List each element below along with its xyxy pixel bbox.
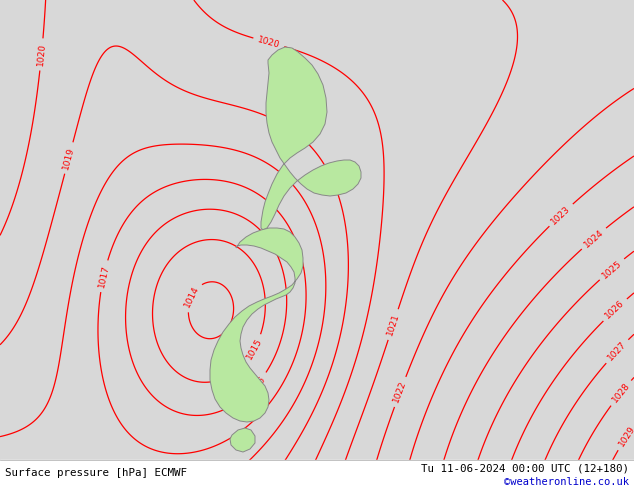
Text: ©weatheronline.co.uk: ©weatheronline.co.uk bbox=[504, 477, 629, 487]
Text: 1022: 1022 bbox=[392, 380, 408, 404]
Text: Tu 11-06-2024 00:00 UTC (12+180): Tu 11-06-2024 00:00 UTC (12+180) bbox=[421, 463, 629, 473]
Text: 1025: 1025 bbox=[600, 258, 623, 280]
Text: 1019: 1019 bbox=[61, 146, 76, 170]
Text: 1017: 1017 bbox=[97, 264, 110, 288]
Text: 1024: 1024 bbox=[582, 227, 605, 249]
Text: 1020: 1020 bbox=[36, 43, 47, 66]
Text: 1021: 1021 bbox=[385, 312, 401, 337]
Text: 1020: 1020 bbox=[257, 35, 281, 49]
Polygon shape bbox=[261, 47, 361, 230]
Text: 1026: 1026 bbox=[604, 299, 626, 321]
Polygon shape bbox=[230, 428, 255, 452]
Text: 1018: 1018 bbox=[210, 474, 234, 490]
Text: 1028: 1028 bbox=[610, 381, 631, 405]
Text: 1015: 1015 bbox=[245, 337, 264, 361]
Text: 1014: 1014 bbox=[183, 284, 200, 309]
Text: 1027: 1027 bbox=[606, 340, 628, 363]
Bar bbox=[0, 460, 634, 490]
Text: Surface pressure [hPa] ECMWF: Surface pressure [hPa] ECMWF bbox=[5, 468, 187, 478]
Polygon shape bbox=[210, 228, 303, 422]
Text: 1016: 1016 bbox=[245, 374, 267, 397]
Text: 1023: 1023 bbox=[550, 204, 573, 226]
Text: 1029: 1029 bbox=[617, 424, 634, 448]
